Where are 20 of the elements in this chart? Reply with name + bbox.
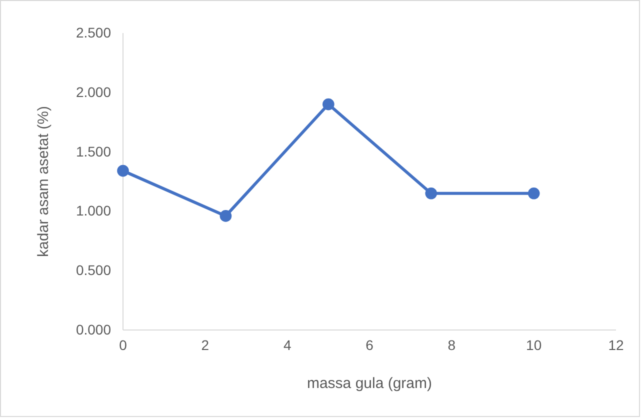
y-tick-label: 2.000 (76, 84, 112, 100)
point (220, 210, 232, 222)
x-tick-label: 2 (201, 336, 210, 353)
y-tick-label: 0.500 (76, 262, 112, 278)
x-tick-label: 6 (366, 336, 374, 353)
x-tick-label: 4 (283, 336, 292, 353)
x-tick-label: 10 (526, 336, 542, 353)
point (528, 187, 540, 200)
y-axis-title: kadar asam asetat (%) (35, 106, 52, 257)
y-tick-label: 2.500 (76, 24, 112, 40)
y-tick-label: 0.000 (76, 321, 112, 338)
point (322, 98, 334, 110)
point (117, 164, 129, 177)
x-tick-label: 12 (608, 336, 624, 353)
x-tick-label: 8 (448, 336, 456, 353)
point (425, 187, 438, 200)
x-tick-label: 0 (119, 336, 128, 353)
x-axis-title: massa gula (gram) (306, 375, 432, 392)
y-tick-label: 1.500 (76, 143, 112, 160)
y-tick-label: 1.000 (76, 202, 112, 219)
